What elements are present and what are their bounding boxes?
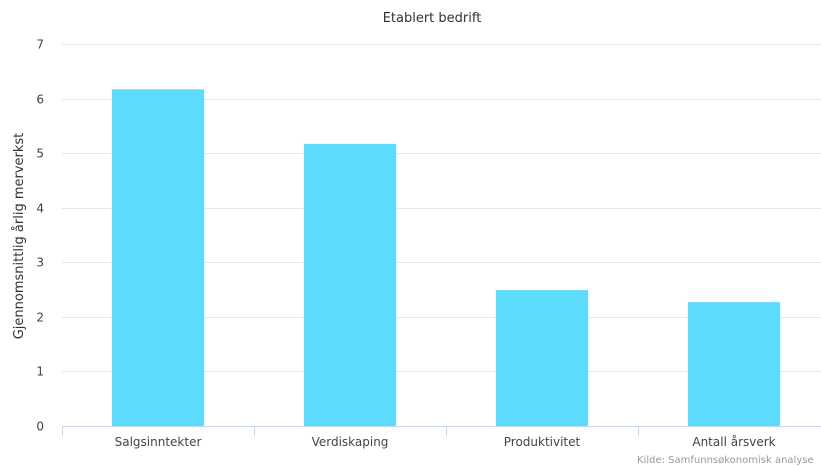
y-tick-label: 6 (36, 93, 44, 107)
chart-title: Etablert bedrift (383, 11, 482, 26)
y-tick-label: 0 (36, 420, 44, 434)
y-tick-label: 3 (36, 256, 44, 270)
bar[interactable] (111, 89, 205, 427)
x-tick-label: Produktivitet (504, 435, 581, 449)
bar[interactable] (687, 302, 781, 426)
x-tick-label: Verdiskaping (312, 435, 389, 449)
y-axis-label: Gjennomsnittlig årlig merverkst (12, 133, 27, 340)
x-axis-ticks: Salgsinntekter Verdiskaping Produktivitet A… (62, 426, 776, 449)
y-tick-label: 5 (36, 147, 44, 161)
x-tick-label: Antall årsverk (692, 435, 775, 449)
credits-link[interactable]: Kilde: Samfunnsøkonomisk analyse (637, 455, 814, 466)
y-tick-label: 1 (36, 365, 44, 379)
credits-text: Kilde: Samfunnsøkonomisk analyse (637, 455, 814, 466)
y-tick-label: 7 (36, 38, 44, 52)
y-tick-label: 2 (36, 311, 44, 325)
bar[interactable] (495, 290, 589, 426)
bar[interactable] (303, 143, 397, 426)
y-axis-ticks: 0 1 2 3 4 5 6 7 (36, 38, 44, 434)
bars (111, 89, 781, 427)
x-tick-label: Salgsinntekter (115, 435, 202, 449)
y-tick-label: 4 (36, 202, 44, 216)
